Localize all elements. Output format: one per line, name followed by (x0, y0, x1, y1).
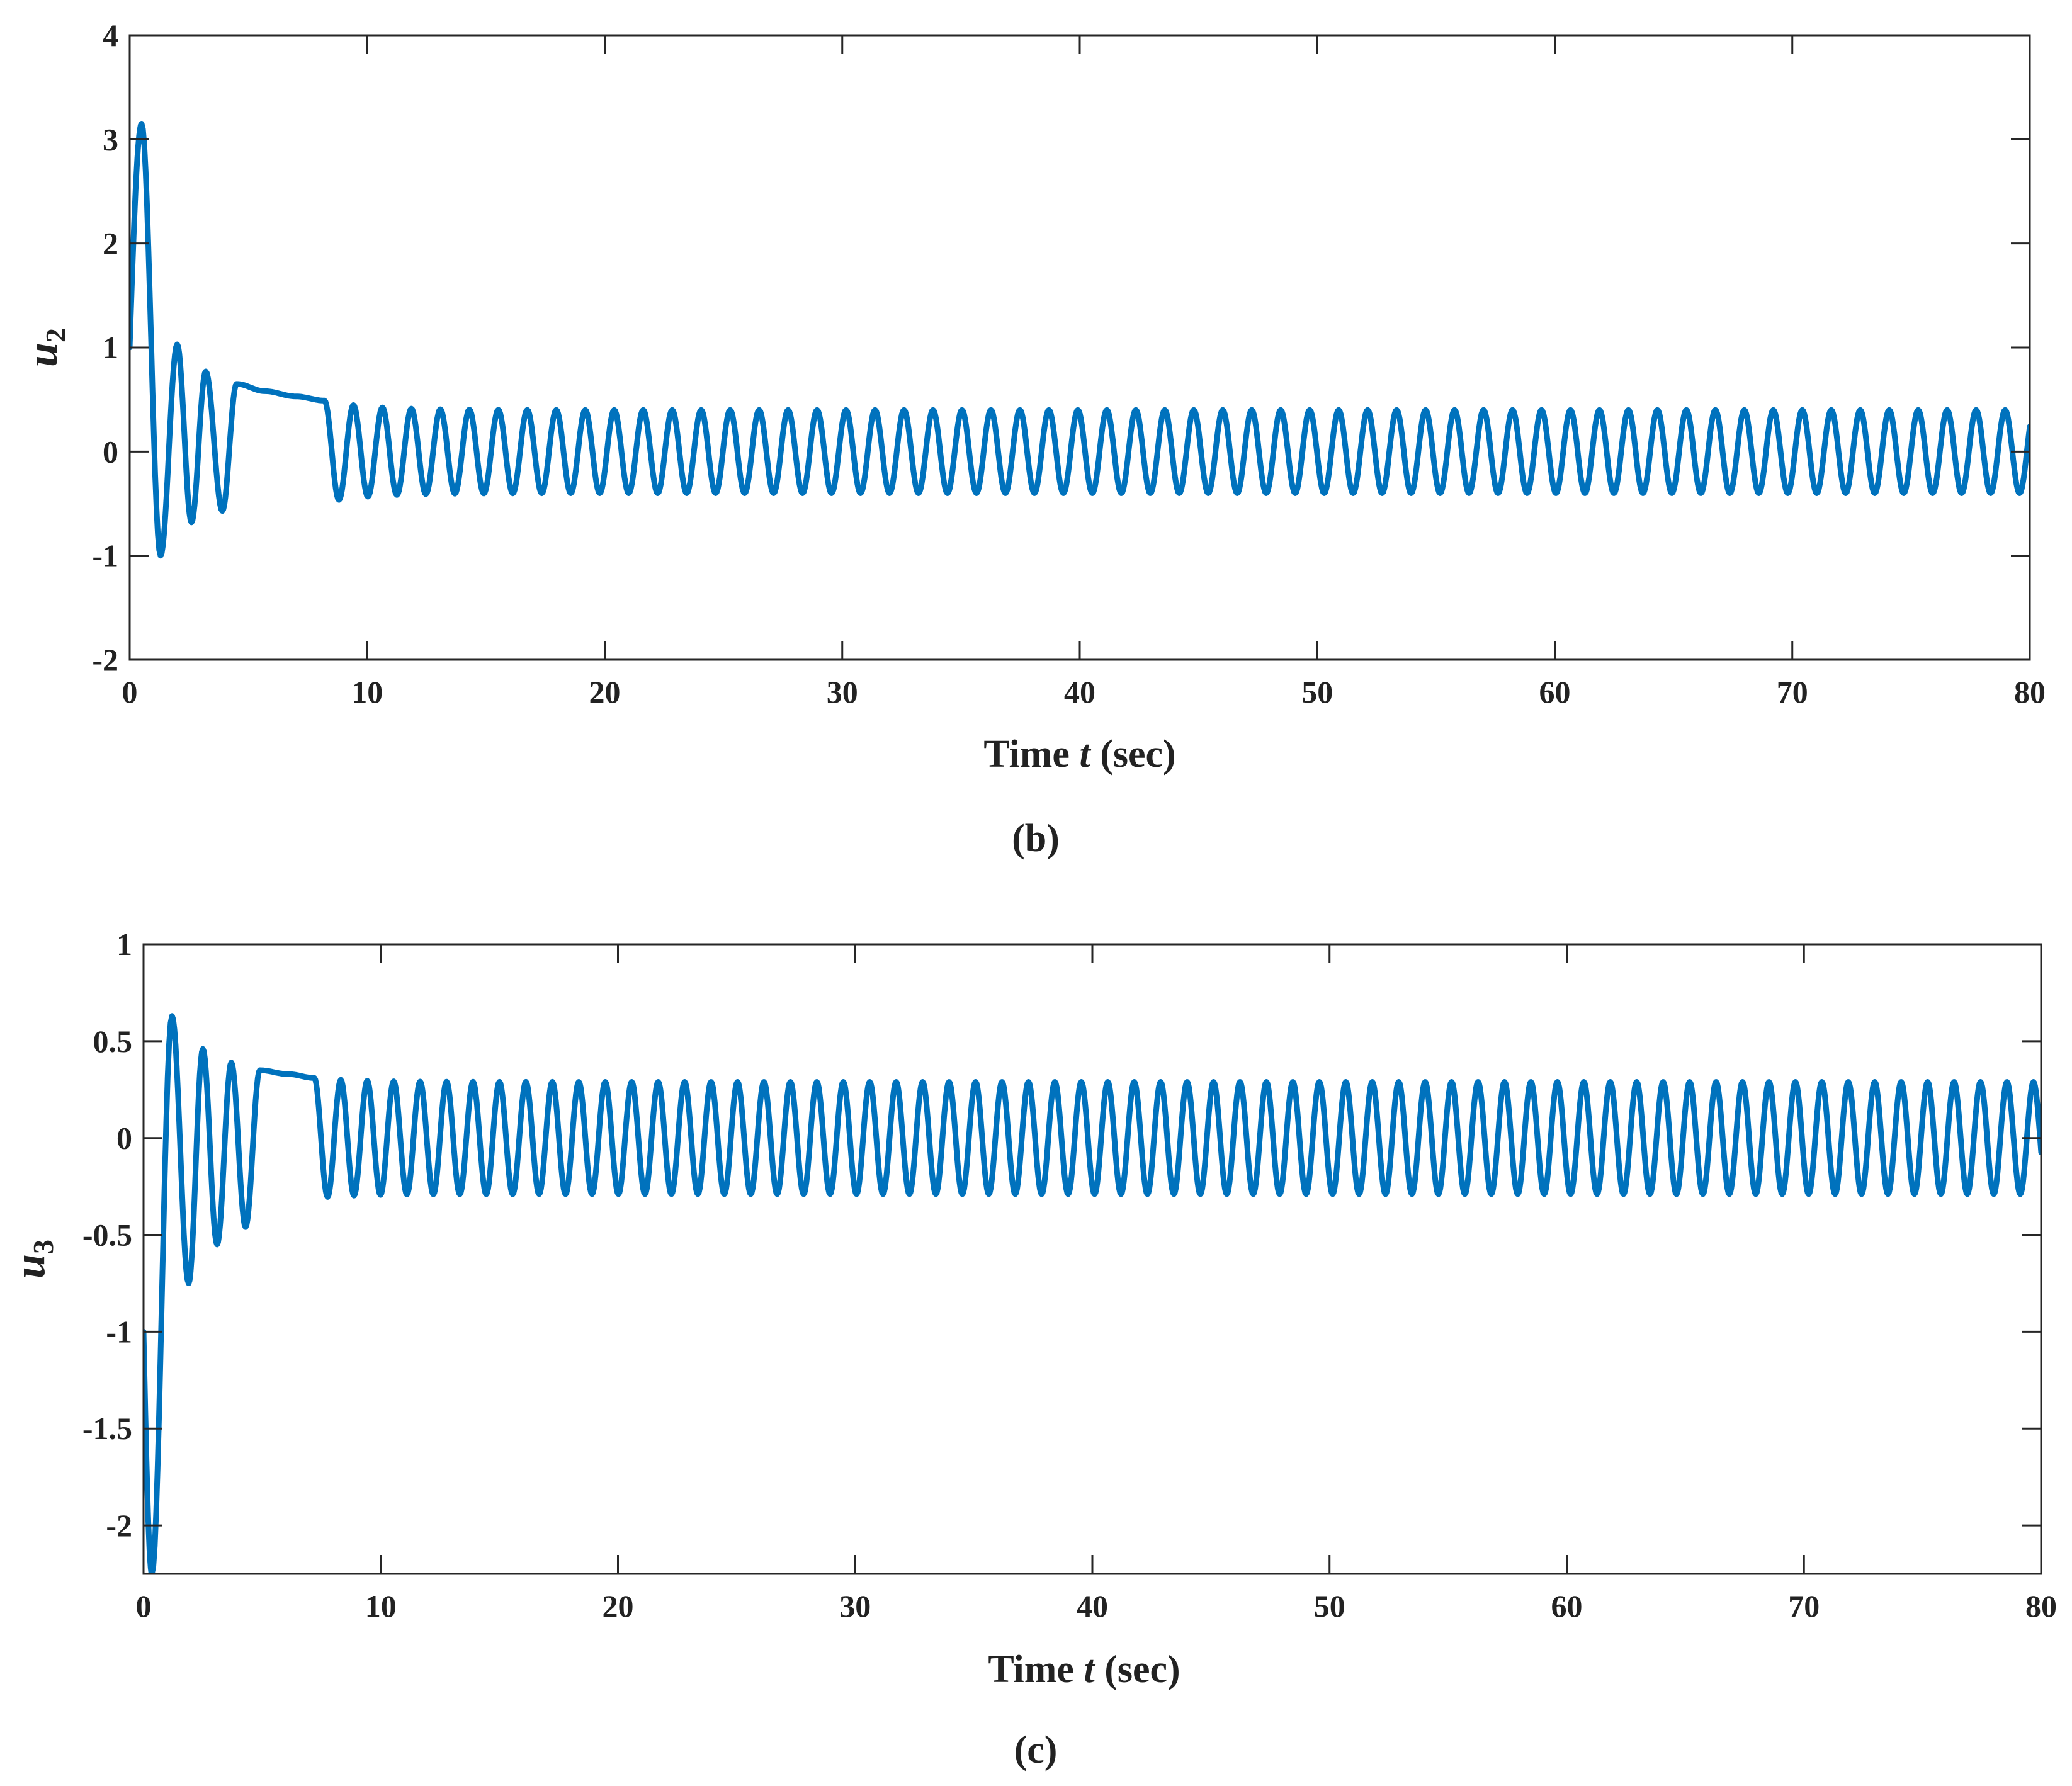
x-tick-label-b-70: 70 (1777, 674, 1808, 709)
x-tick-label-b-60: 60 (1539, 674, 1571, 709)
y-tick-label-c--1: -1 (106, 1314, 132, 1349)
y-tick-label-b-2: 2 (103, 226, 118, 261)
series-line-u3 (144, 1013, 2041, 1574)
x-tick-label-c-30: 30 (839, 1588, 871, 1624)
y-tick-label-c--0.5: -0.5 (82, 1218, 132, 1253)
y-axis-label-b: u2 (18, 328, 72, 367)
y-tick-label-b-4: 4 (103, 18, 118, 53)
x-tick-label-c-70: 70 (1788, 1588, 1820, 1624)
panel-c-chart: 0 10 20 30 40 50 60 70 80 -2 -1.5 -1 -0.5 0 0.5 1 Time … (6, 927, 2057, 1772)
x-tick-label-c-60: 60 (1551, 1588, 1583, 1624)
y-tick-label-b-3: 3 (103, 122, 118, 157)
x-axis-label-c: Time t (sec) (988, 1648, 1180, 1691)
x-tick-label-b-80: 80 (2014, 674, 2046, 709)
ticks-c (142, 943, 2042, 1574)
series-line-u2 (130, 121, 2030, 559)
x-tick-label-c-20: 20 (603, 1588, 634, 1624)
y-tick-label-c-0.5: 0.5 (93, 1024, 133, 1059)
y-tick-label-b--1: -1 (92, 538, 118, 574)
x-tick-label-b-10: 10 (351, 674, 383, 709)
axes-frame-b (128, 34, 2031, 661)
tick-labels-b: 0 10 20 30 40 50 60 70 80 -2 -1 0 1 2 3 4 (92, 18, 2046, 709)
y-tick-label-b-0: 0 (103, 434, 118, 469)
x-tick-label-b-40: 40 (1064, 674, 1095, 709)
x-tick-label-c-0: 0 (136, 1588, 152, 1624)
x-tick-label-c-40: 40 (1077, 1588, 1108, 1624)
x-tick-label-b-50: 50 (1301, 674, 1333, 709)
plot-area-b (130, 121, 2030, 559)
plot-area-c (144, 1013, 2041, 1574)
x-tick-label-c-80: 80 (2025, 1588, 2057, 1624)
x-tick-label-c-10: 10 (365, 1588, 397, 1624)
y-axis-label-c: u3 (6, 1240, 59, 1279)
axes-frame-c (142, 943, 2042, 1575)
caption-c: (c) (1014, 1729, 1058, 1772)
x-tick-label-b-0: 0 (122, 674, 138, 709)
y-tick-label-c-1: 1 (116, 927, 132, 962)
x-tick-label-c-50: 50 (1314, 1588, 1345, 1624)
tick-labels-c: 0 10 20 30 40 50 60 70 80 -2 -1.5 -1 -0.5 0 0.5 1 (82, 927, 2057, 1624)
y-tick-label-c--2: -2 (106, 1508, 132, 1543)
y-tick-label-b--2: -2 (92, 642, 118, 677)
y-tick-label-b-1: 1 (103, 330, 118, 365)
y-tick-label-c--1.5: -1.5 (82, 1411, 132, 1446)
x-tick-label-b-20: 20 (589, 674, 621, 709)
caption-b: (b) (1012, 817, 1060, 860)
ticks-b (128, 34, 2031, 661)
x-tick-label-b-30: 30 (827, 674, 858, 709)
x-axis-label-b: Time t (sec) (983, 733, 1175, 776)
y-tick-label-c-0: 0 (116, 1121, 132, 1156)
